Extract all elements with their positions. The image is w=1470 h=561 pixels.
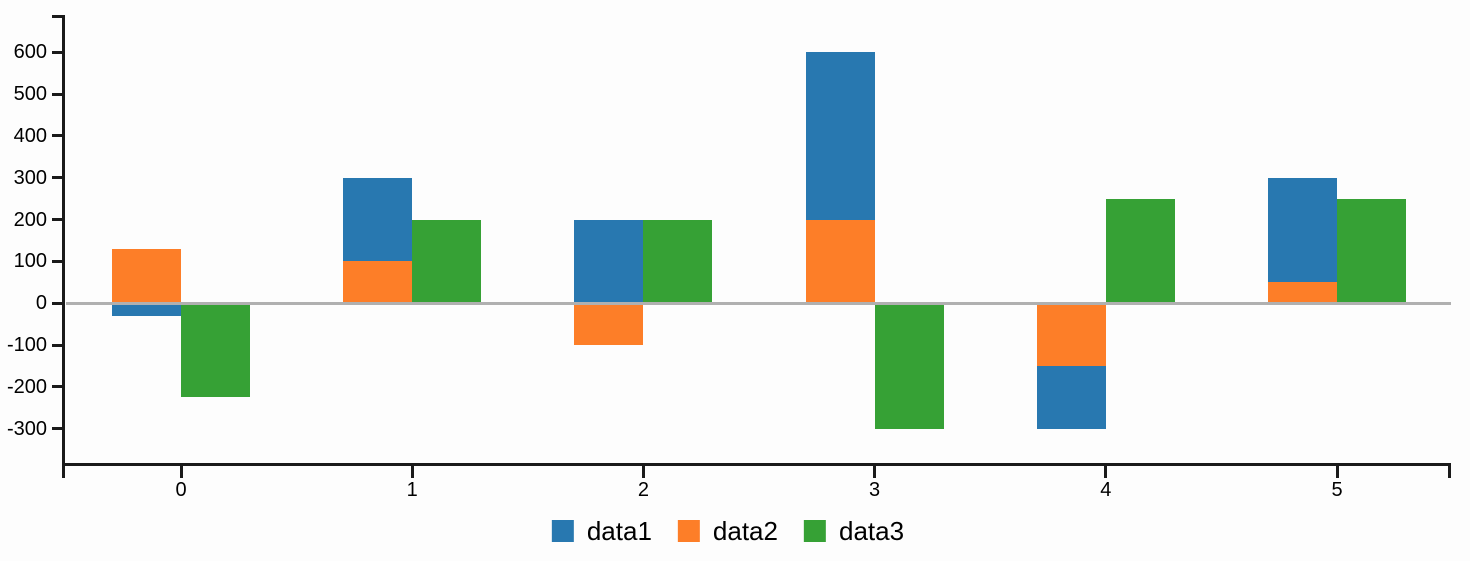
y-tick-mark <box>52 343 63 347</box>
bar-data1-cat1 <box>343 177 413 262</box>
legend-item-data3: data3 <box>803 516 905 546</box>
bar-data2-cat1 <box>343 261 413 304</box>
bar-data3-cat2 <box>643 219 713 304</box>
bar-data3-cat3 <box>874 303 944 429</box>
legend: data1 data2 data3 <box>551 516 905 546</box>
y-tick-mark <box>52 50 63 54</box>
y-tick-label: -200 <box>6 375 47 398</box>
y-axis-line <box>62 15 65 478</box>
x-tick-label: 1 <box>406 479 418 501</box>
x-tick-label: 2 <box>637 479 649 501</box>
bar-data1-cat5 <box>1268 177 1337 283</box>
y-tick-label: 100 <box>13 250 47 273</box>
x-axis-end-cap <box>1448 463 1451 478</box>
x-axis-line <box>62 463 1451 466</box>
bar-data2-cat5 <box>1268 282 1337 304</box>
y-axis-end-cap <box>52 15 65 18</box>
legend-swatch-data3 <box>803 520 826 542</box>
bar-data1-cat3 <box>805 52 875 220</box>
legend-item-data2: data2 <box>677 516 778 546</box>
legend-swatch-data2 <box>677 520 700 542</box>
x-tick-mark <box>410 466 414 478</box>
y-tick-label: -100 <box>6 334 47 357</box>
y-tick-mark <box>52 427 63 431</box>
x-tick-mark <box>873 466 877 478</box>
x-tick-label: 5 <box>1331 479 1343 501</box>
y-tick-mark <box>52 385 63 389</box>
bar-data3-cat4 <box>1105 198 1175 304</box>
bar-data1-cat4 <box>1036 366 1106 429</box>
bar-data2-cat2 <box>574 303 644 346</box>
x-tick-mark <box>1335 466 1339 478</box>
legend-label: data2 <box>712 516 778 546</box>
y-tick-mark <box>52 176 63 180</box>
x-tick-label: 3 <box>869 479 881 501</box>
bar-data3-cat5 <box>1337 198 1406 304</box>
y-tick-mark <box>52 134 63 138</box>
legend-item-data1: data1 <box>551 516 652 546</box>
bar-data3-cat0 <box>181 303 250 398</box>
legend-swatch-data1 <box>551 520 574 542</box>
bar-data2-cat0 <box>112 248 181 304</box>
y-tick-mark <box>52 218 63 222</box>
x-tick-mark <box>1104 466 1108 478</box>
y-tick-label: -300 <box>6 417 47 440</box>
y-tick-label: 500 <box>13 83 47 106</box>
y-tick-label: 0 <box>35 292 47 315</box>
zero-baseline <box>66 302 1451 305</box>
bar-data3-cat1 <box>412 219 482 304</box>
bar-data1-cat2 <box>574 219 644 304</box>
x-tick-mark <box>641 466 645 478</box>
y-tick-mark <box>52 301 63 305</box>
x-tick-mark <box>179 466 183 478</box>
y-tick-label: 200 <box>13 208 47 231</box>
y-tick-label: 600 <box>13 41 47 64</box>
y-tick-label: 300 <box>13 166 47 189</box>
legend-label: data3 <box>838 516 905 546</box>
bar-data2-cat3 <box>805 219 875 304</box>
y-tick-mark <box>52 259 63 263</box>
bar-data1-cat0 <box>112 303 181 316</box>
legend-label: data1 <box>586 516 652 546</box>
y-tick-label: 400 <box>13 124 47 147</box>
x-tick-label: 0 <box>175 479 187 501</box>
bar-data2-cat4 <box>1036 303 1106 367</box>
y-tick-mark <box>52 92 63 96</box>
x-tick-label: 4 <box>1100 479 1112 501</box>
